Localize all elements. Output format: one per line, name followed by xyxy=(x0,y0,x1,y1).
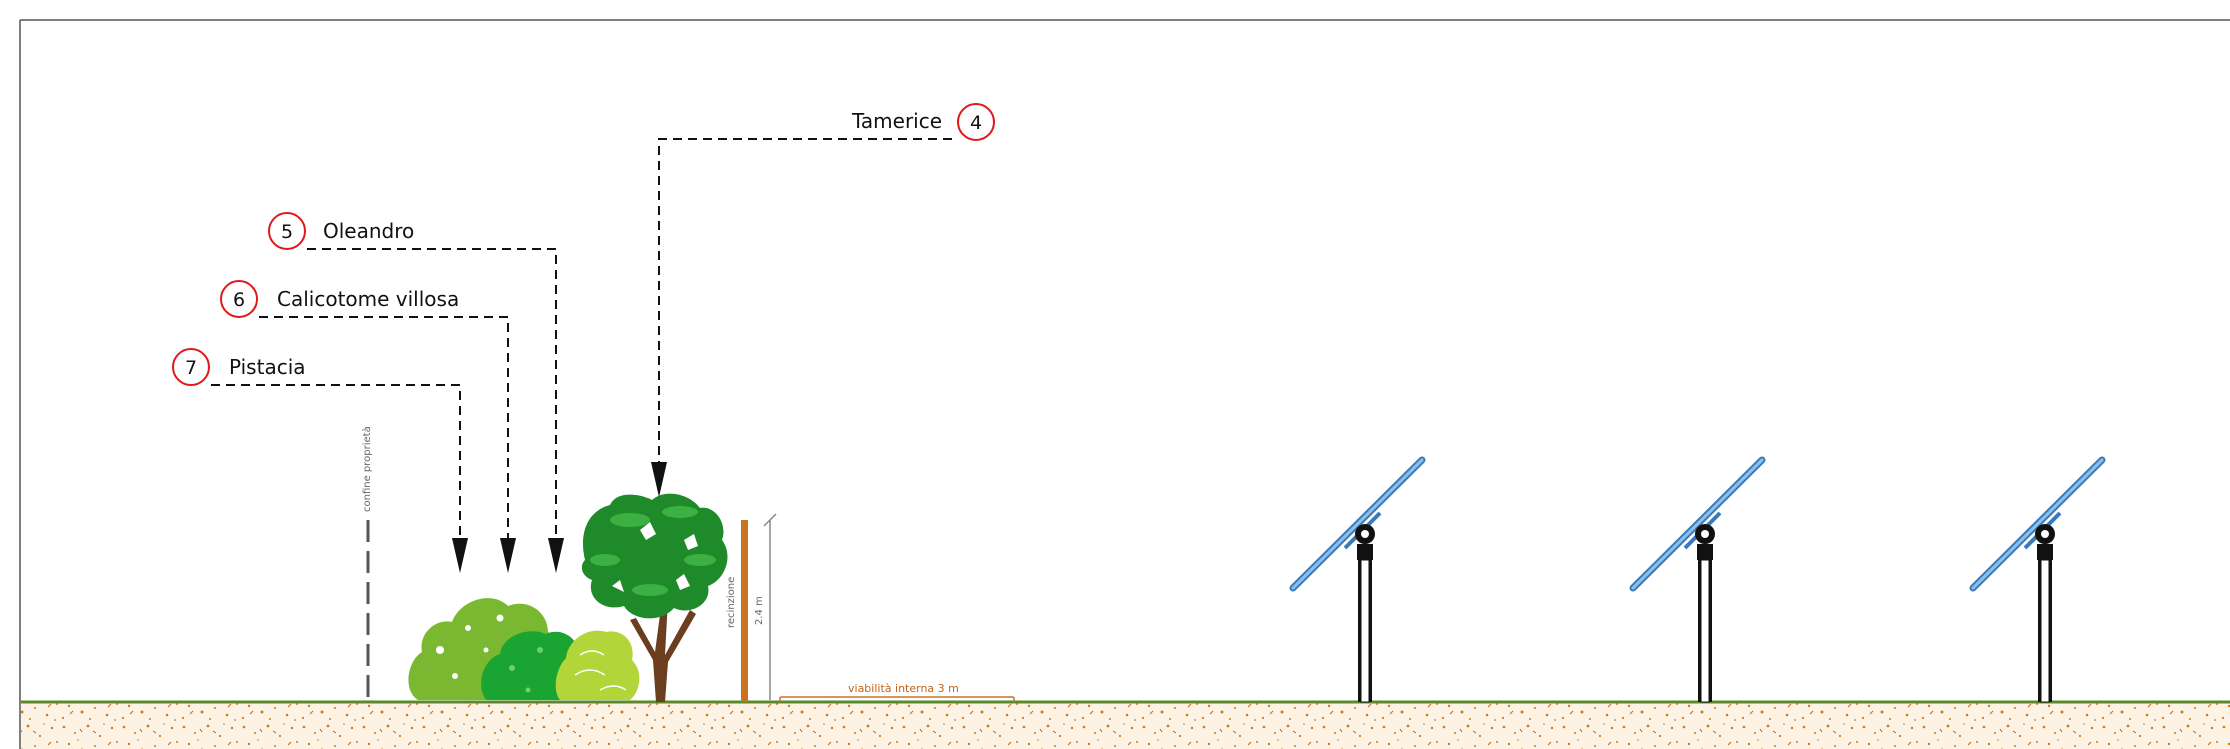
callout-pistacia: 7 Pistacia xyxy=(172,348,468,573)
callout-calicotome: 6 Calicotome villosa xyxy=(220,280,516,573)
callout-number-4: 4 xyxy=(970,112,982,134)
callout-label-oleandro: Oleandro xyxy=(323,219,414,243)
internal-road: viabilità interna 3 m xyxy=(779,682,1015,702)
soil-section xyxy=(21,702,2230,749)
callout-tamerice: 4 Tamerice xyxy=(651,103,995,497)
solar-tracker-icon xyxy=(1289,456,1426,703)
property-boundary: confine proprietà xyxy=(361,426,373,700)
fence-dimension: 2.4 m xyxy=(754,513,777,700)
tree-icon xyxy=(581,493,728,702)
fence-label: recinzione xyxy=(726,577,737,628)
fence-height-label: 2.4 m xyxy=(754,596,765,625)
solar-tracker-icon xyxy=(1629,456,1766,703)
callout-number-6: 6 xyxy=(233,289,245,311)
shrub-icon xyxy=(555,630,640,700)
property-boundary-label: confine proprietà xyxy=(361,426,373,512)
internal-road-label: viabilità interna 3 m xyxy=(848,682,959,695)
callout-number-5: 5 xyxy=(281,221,293,243)
callout-label-calicotome: Calicotome villosa xyxy=(277,287,459,311)
callout-oleandro: 5 Oleandro xyxy=(268,212,564,573)
solar-tracker-icon xyxy=(1969,456,2106,703)
fence-post: recinzione xyxy=(726,520,748,702)
callout-label-pistacia: Pistacia xyxy=(229,355,306,379)
drawing-border xyxy=(19,19,2230,749)
callout-number-7: 7 xyxy=(185,357,197,379)
callout-label-tamerice: Tamerice xyxy=(851,109,942,133)
